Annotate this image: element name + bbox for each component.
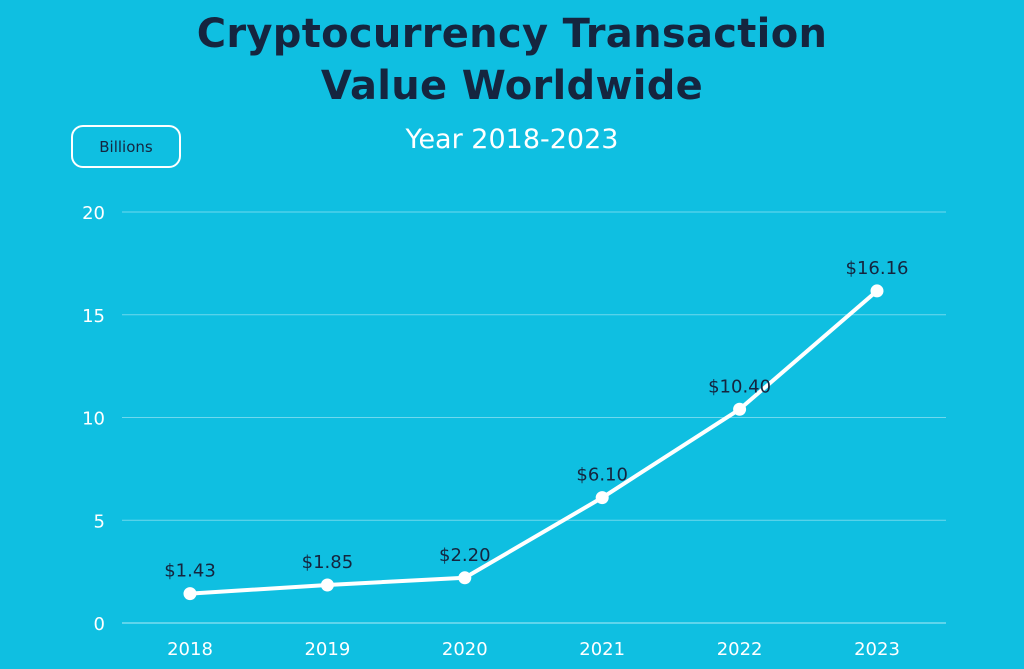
x-tick-label: 2021 [579,639,625,660]
data-point [183,587,197,601]
y-tick-label: 10 [82,409,105,430]
x-tick-label: 2023 [854,639,900,660]
data-point [870,284,884,298]
x-tick-label: 2020 [442,639,488,660]
x-axis-ticks: 2018 2019 2020 2021 2022 2023 [167,639,900,660]
data-label: $6.10 [576,465,628,486]
x-tick-label: 2018 [167,639,213,660]
data-label: $10.40 [708,376,771,397]
series-layer [188,288,879,596]
grid-layer [122,211,946,624]
chart-title-line-2: Value Worldwide [320,63,704,109]
data-point [733,402,747,416]
data-point [458,571,472,585]
data-label: $1.85 [302,552,354,573]
chart-title: Cryptocurrency Transaction Value Worldwi… [0,8,1024,112]
series-line [188,288,879,596]
x-tick-label: 2019 [304,639,350,660]
y-tick-label: 5 [94,511,105,532]
chart-subtitle: Year 2018-2023 [405,124,619,155]
y-axis-ticks: 0 5 10 15 20 [82,203,105,635]
chart-title-line-1: Cryptocurrency Transaction [196,11,828,57]
data-label: $2.20 [439,545,491,566]
points-layer [183,284,884,601]
x-tick-label: 2022 [717,639,763,660]
unit-badge-label: Billions [99,137,153,156]
data-point [595,491,609,505]
y-tick-label: 20 [82,203,105,224]
data-labels-layer: $1.43 $1.85 $2.20 $6.10 $10.40 $16.16 [164,258,908,582]
y-tick-label: 0 [94,614,105,635]
y-tick-label: 15 [82,306,105,327]
data-point [320,578,334,592]
data-label: $1.43 [164,561,216,582]
unit-badge: Billions [71,125,181,168]
data-label: $16.16 [846,258,909,279]
